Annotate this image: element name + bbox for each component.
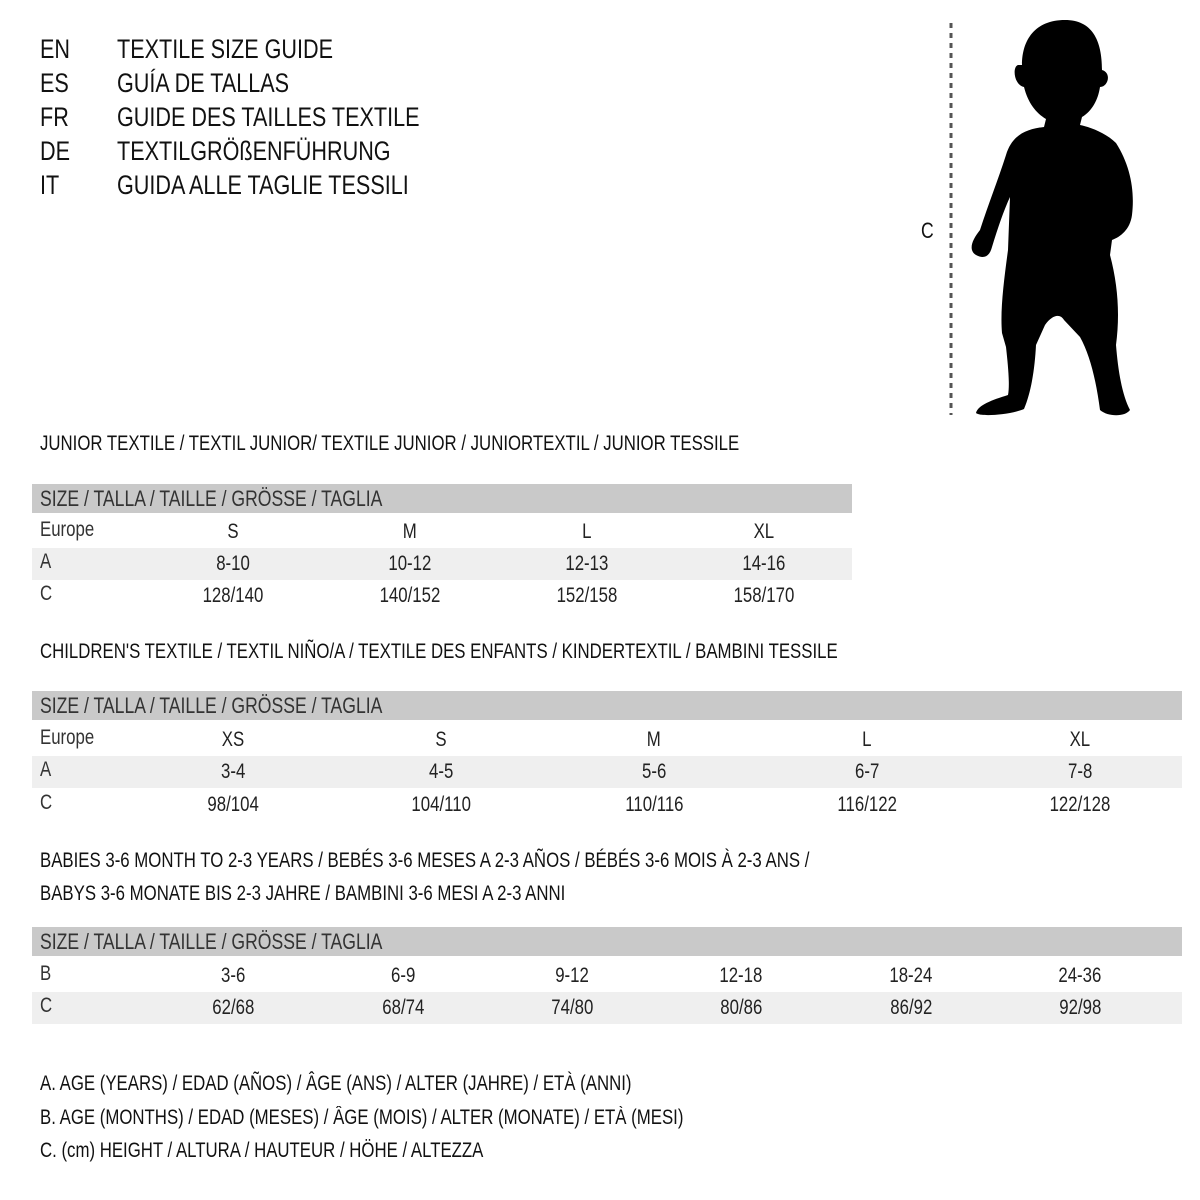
size-header-bar: SIZE / TALLA / TAILLE / GRÖSSE / TAGLIA [32,691,1182,720]
child-silhouette-icon [949,20,1133,416]
table-cell: 8-10 [216,552,250,575]
size-header-label: SIZE / TALLA / TAILLE / GRÖSSE / TAGLIA [40,693,383,718]
row-label: B [40,962,52,985]
section-title: JUNIOR TEXTILE / TEXTIL JUNIOR/ TEXTILE … [40,432,740,455]
silhouette-shape [971,20,1133,416]
table-cell: 110/116 [624,793,684,816]
table-row: A 8-10 10-12 12-13 14-16 [32,548,852,580]
lang-code: FR [40,102,69,132]
table-cell: 3-4 [220,760,246,783]
table-cell: S [227,520,239,543]
lang-code: ES [40,68,69,98]
table-cell: 158/170 [733,584,795,607]
height-label: C [921,218,934,243]
guide-title: GUÍA DE TALLAS [117,68,290,98]
table-cell: 74/80 [550,996,594,1019]
table-cell: 5-6 [641,760,667,783]
table-cell: S [435,728,447,751]
table-cell: 68/74 [381,996,425,1019]
row-label: Europe [40,518,95,541]
table-row: C 62/68 68/74 74/80 80/86 86/92 92/98 [32,992,1182,1024]
table-row: B 3-6 6-9 9-12 12-18 18-24 24-36 [32,960,1182,992]
row-label: C [40,582,53,605]
table-row: Europe S M L XL [32,516,852,548]
table-row: A 3-4 4-5 5-6 6-7 7-8 [32,756,1182,788]
size-header-bar: SIZE / TALLA / TAILLE / GRÖSSE / TAGLIA [32,484,852,513]
row-label: C [40,791,53,814]
legend-item: C. (cm) HEIGHT / ALTURA / HAUTEUR / HÖHE… [40,1139,484,1162]
table-cell: 80/86 [719,996,763,1019]
guide-title: GUIDE DES TAILLES TEXTILE [117,102,420,132]
table-cell: 86/92 [889,996,933,1019]
table-cell: 104/110 [411,793,471,816]
size-header-label: SIZE / TALLA / TAILLE / GRÖSSE / TAGLIA [40,486,383,511]
table-cell: 24-36 [1058,964,1102,987]
guide-title: TEXTILE SIZE GUIDE [117,34,334,64]
guide-title: GUIDA ALLE TAGLIE TESSILI [117,170,409,200]
table-cell: XL [753,520,775,543]
section-title: BABYS 3-6 MONATE BIS 2-3 JAHRE / BAMBINI… [40,882,566,905]
table-cell: 18-24 [889,964,933,987]
table-cell: 6-7 [854,760,880,783]
table-cell: XL [1069,728,1091,751]
table-cell: 12-18 [719,964,763,987]
table-cell: 122/128 [1049,793,1111,816]
table-cell: M [403,520,417,543]
table-cell: 98/104 [207,793,259,816]
table-cell: 140/152 [379,584,441,607]
guide-title: TEXTILGRÖßENFÜHRUNG [117,136,391,166]
table-row: Europe XS S M L XL [32,724,1182,756]
legend-item: B. AGE (MONTHS) / EDAD (MESES) / ÂGE (MO… [40,1106,684,1129]
table-cell: 62/68 [211,996,255,1019]
row-label: A [40,550,52,573]
table-cell: 3-6 [220,964,246,987]
table-row: C 128/140 140/152 152/158 158/170 [32,580,852,612]
table-cell: 12-13 [565,552,609,575]
table-cell: L [862,728,872,751]
table-cell: 128/140 [202,584,264,607]
table-cell: XS [221,728,245,751]
table-cell: 14-16 [742,552,786,575]
table-row: C 98/104 104/110 110/116 116/122 122/128 [32,789,1182,821]
table-cell: 4-5 [428,760,454,783]
size-header-bar: SIZE / TALLA / TAILLE / GRÖSSE / TAGLIA [32,927,1182,956]
section-title: BABIES 3-6 MONTH TO 2-3 YEARS / BEBÉS 3-… [40,849,810,872]
table-cell: 9-12 [555,964,589,987]
row-label: A [40,758,52,781]
row-label: Europe [40,726,95,749]
table-cell: 7-8 [1067,760,1093,783]
legend-item: A. AGE (YEARS) / EDAD (AÑOS) / ÂGE (ANS)… [40,1072,632,1095]
table-cell: L [582,520,592,543]
table-cell: M [647,728,661,751]
table-cell: 6-9 [390,964,416,987]
table-cell: 10-12 [388,552,432,575]
table-cell: 92/98 [1058,996,1102,1019]
size-header-label: SIZE / TALLA / TAILLE / GRÖSSE / TAGLIA [40,929,383,954]
table-cell: 152/158 [556,584,618,607]
lang-code: EN [40,34,71,64]
lang-code: IT [40,170,60,200]
row-label: C [40,994,53,1017]
lang-code: DE [40,136,71,166]
section-title: CHILDREN'S TEXTILE / TEXTIL NIÑO/A / TEX… [40,640,838,663]
table-cell: 116/122 [837,793,897,816]
